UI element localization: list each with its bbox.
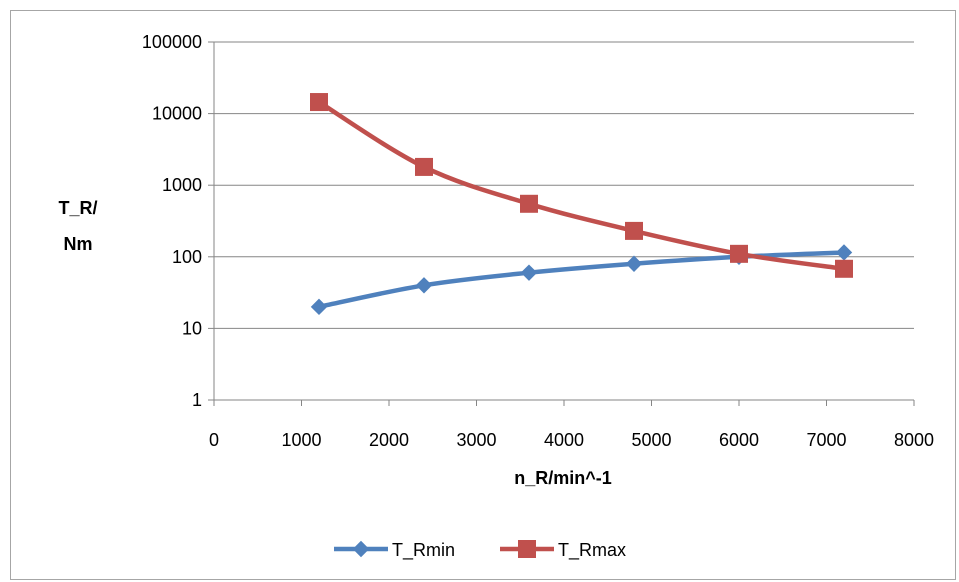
legend-swatch-marker-t-rmax (518, 540, 536, 558)
x-axis-title: n_R/min^-1 (514, 468, 612, 488)
x-tick-label: 3000 (456, 430, 496, 450)
series-line-t-rmax (317, 100, 845, 272)
data-point-t-rmin (835, 244, 853, 261)
data-point-t-rmax (415, 157, 433, 176)
y-tick-label: 10 (182, 318, 202, 338)
data-point-t-rmax (835, 259, 853, 278)
data-point-t-rmax (730, 244, 748, 263)
y-tick-labels: 1 10 100 1000 10000 100000 (142, 32, 202, 410)
data-point-t-rmax (310, 93, 328, 112)
y-axis-title-line-1: T_R/ (58, 198, 97, 218)
data-point-t-rmin (520, 264, 538, 281)
y-tick-label: 1 (192, 390, 202, 410)
data-point-t-rmin (415, 277, 433, 294)
x-tick-label: 0 (209, 430, 219, 450)
x-tick-label: 2000 (369, 430, 409, 450)
data-point-t-rmin (310, 298, 328, 316)
legend-swatch-marker-t-rmin (352, 540, 370, 558)
x-tick-label: 5000 (631, 430, 671, 450)
x-tick-label: 7000 (806, 430, 846, 450)
data-point-t-rmax (520, 194, 538, 213)
axes (208, 41, 915, 406)
legend-item-t-rmax: T_Rmax (500, 540, 626, 561)
grid-lines (214, 41, 914, 329)
x-tick-label: 8000 (894, 430, 934, 450)
x-tick-label: 1000 (281, 430, 321, 450)
series-t-rmin (310, 244, 853, 316)
data-point-t-rmax (625, 221, 643, 240)
legend-item-t-rmin: T_Rmin (334, 540, 455, 561)
series-line-t-rmin (318, 250, 845, 310)
chart-frame (10, 10, 956, 580)
y-axis-title-line-2: Nm (63, 234, 92, 254)
legend-label-t-rmax: T_Rmax (558, 540, 626, 561)
series-t-rmax (310, 93, 853, 278)
data-point-t-rmin (625, 255, 643, 272)
y-tick-label: 100000 (142, 32, 202, 52)
x-tick-label: 4000 (544, 430, 584, 450)
x-tick-labels: 0 1000 2000 3000 4000 5000 6000 7000 8000 (209, 430, 934, 450)
legend: T_Rmin T_Rmax (334, 540, 626, 561)
plot-series (310, 93, 853, 316)
y-tick-label: 100 (172, 247, 202, 267)
y-tick-label: 1000 (162, 175, 202, 195)
x-tick-label: 6000 (719, 430, 759, 450)
y-tick-label: 10000 (152, 104, 202, 124)
legend-label-t-rmin: T_Rmin (392, 540, 455, 561)
